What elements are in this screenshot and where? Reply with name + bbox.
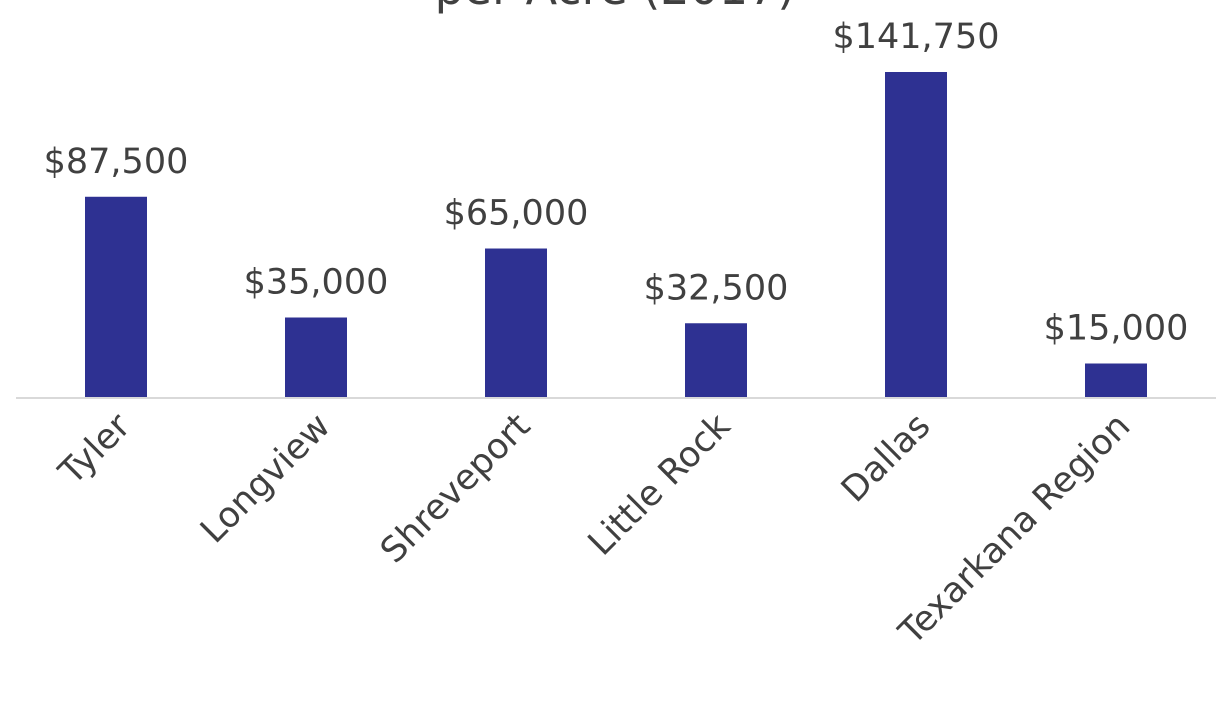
bar [285,317,347,398]
bar [1085,363,1147,398]
bar [485,248,547,398]
data-label: $65,000 [444,194,589,234]
chart-title: per Acre (2017) [435,0,796,15]
x-tick-label: Little Rock [581,406,739,564]
x-tick-label: Tyler [51,406,139,494]
x-tick-label: Dallas [834,406,938,510]
x-tick-label: Longview [193,406,338,551]
x-tick-label: Shreveport [373,406,538,571]
bar [685,323,747,398]
data-label: $87,500 [44,142,189,182]
data-label: $141,750 [832,17,999,57]
data-label: $35,000 [244,263,389,303]
data-label: $15,000 [1044,309,1189,349]
data-label: $32,500 [644,268,789,308]
bar [85,196,147,398]
bar [885,72,947,398]
